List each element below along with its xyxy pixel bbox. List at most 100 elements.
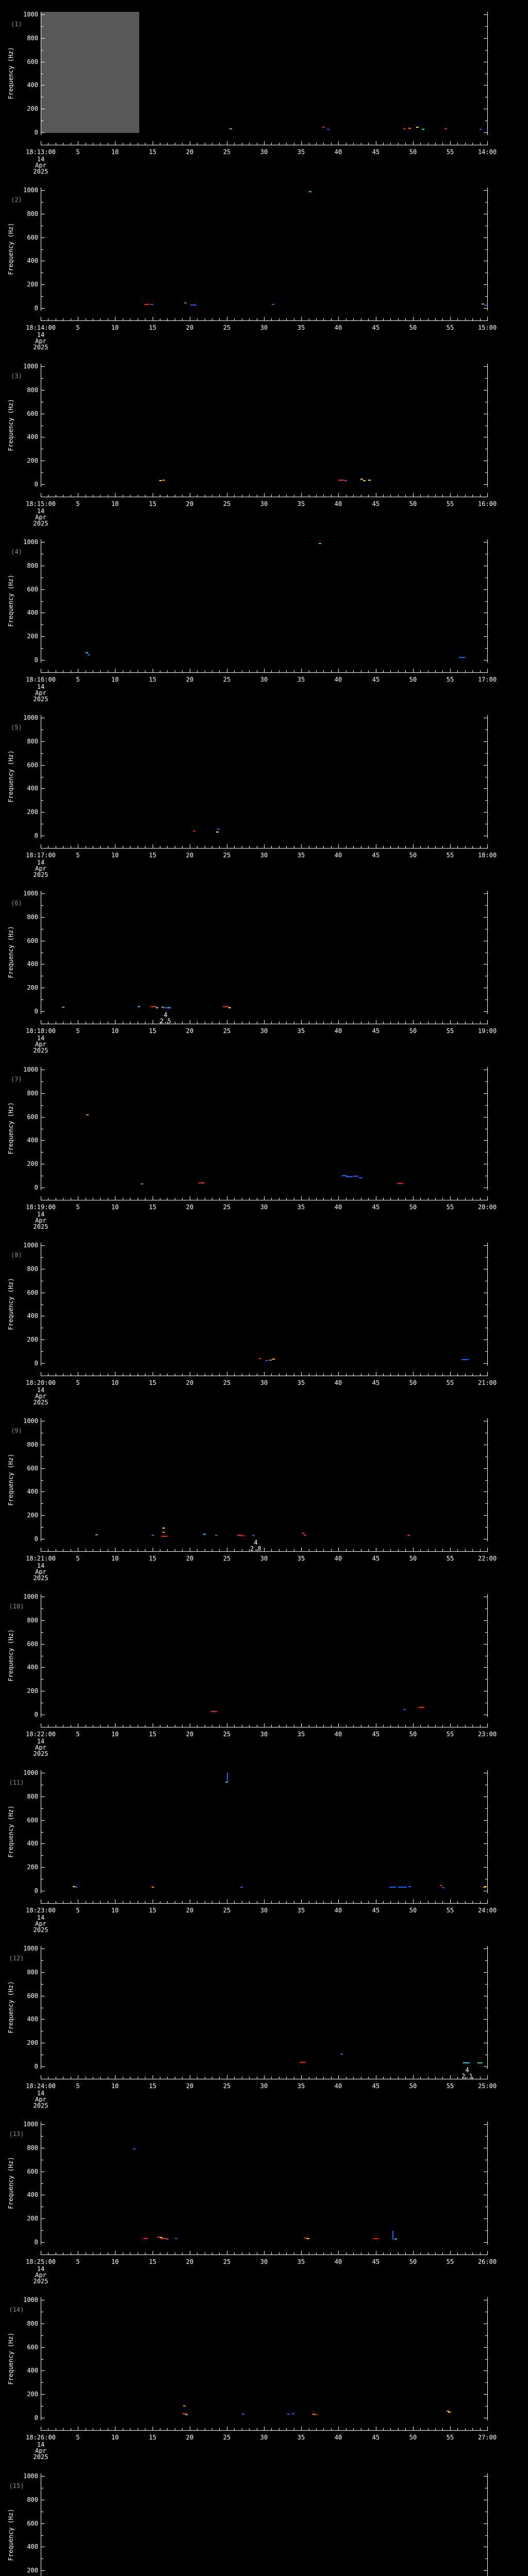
xtick-label: 25: [223, 1027, 231, 1035]
spectrogram-panel: (5) Frequency (Hz) 0 200 400 600 800 1000 5 10 15 2…: [0, 703, 528, 879]
ytick-right: [485, 1257, 487, 1258]
detection-speck: [160, 2237, 162, 2238]
ytick-right: [484, 1644, 487, 1645]
event-count-label: 4: [254, 1539, 258, 1546]
ytick-right: [485, 999, 487, 1000]
xtick: [442, 846, 443, 848]
xtick: [390, 846, 391, 848]
end-time-label: 15:00: [477, 324, 497, 331]
xtick: [338, 2427, 339, 2430]
ytick-label: 800: [27, 913, 38, 921]
ytick-left: [41, 1843, 45, 1844]
ytick-right: [485, 1679, 487, 1680]
ytick-label: 800: [27, 1617, 38, 1624]
ytick-right: [484, 2570, 487, 2571]
xtick: [316, 2428, 317, 2430]
freq-axis-title: Frequency (Hz): [7, 1278, 14, 1330]
xtick: [420, 1022, 421, 1024]
xtick: [271, 1549, 272, 1551]
xtick: [435, 1901, 436, 1903]
ytick-left: [41, 2124, 45, 2125]
end-time-label: 23:00: [477, 1731, 497, 1738]
xtick: [271, 1022, 272, 1024]
ytick-label: 1000: [23, 890, 38, 897]
detection-speck: [408, 1886, 411, 1887]
ytick-left: [41, 2394, 45, 2395]
right-spine: [487, 1594, 488, 1717]
xtick: [167, 846, 168, 848]
xtick: [115, 1020, 116, 1024]
xtick: [442, 2252, 443, 2255]
xtick: [435, 1022, 436, 1024]
ytick-right: [484, 2019, 487, 2020]
ytick-label: 400: [27, 1312, 38, 1319]
ytick-label: 200: [27, 1336, 38, 1343]
xtick: [383, 2077, 384, 2079]
ytick-label: 0: [34, 1887, 38, 1894]
ytick-left: [41, 1948, 45, 1949]
right-spine: [487, 1946, 488, 2069]
xtick: [219, 495, 220, 497]
ytick-right: [484, 893, 487, 894]
detection-speck: [161, 2238, 168, 2239]
start-time-label: 18:19:00: [26, 1204, 56, 1211]
xtick: [413, 1372, 414, 1376]
xtick-label: 30: [260, 1204, 268, 1211]
xtick: [316, 2077, 317, 2079]
ytick-label: 800: [27, 2320, 38, 2327]
detection-speck: [162, 1007, 169, 1008]
xtick-label: 35: [297, 852, 305, 859]
xtick: [405, 1374, 406, 1376]
panel-index-label: (5): [11, 724, 22, 731]
xtick: [115, 1723, 116, 1727]
date-label: 2025: [33, 1926, 48, 1934]
xtick: [368, 2428, 369, 2430]
xtick: [331, 1901, 332, 1903]
xtick: [234, 1901, 235, 1903]
xtick: [368, 846, 369, 848]
xtick: [234, 670, 235, 672]
xtick: [368, 495, 369, 497]
end-time-label: 22:00: [477, 1555, 497, 1562]
xtick-label: 20: [186, 500, 194, 507]
xtick: [167, 1725, 168, 1727]
xtick: [219, 143, 220, 145]
detection-speck: [141, 1183, 143, 1184]
xtick-label: 25: [223, 1555, 231, 1562]
ytick-label: 600: [27, 1113, 38, 1121]
ytick-label: 0: [34, 1184, 38, 1191]
xtick: [323, 1374, 324, 1376]
detection-speck: [307, 2238, 309, 2239]
xtick-label: 40: [334, 1204, 342, 1211]
xtick: [182, 1549, 183, 1551]
xtick: [249, 1549, 250, 1551]
ytick-right: [484, 788, 487, 789]
start-time-label: 18:14:00: [26, 324, 56, 331]
ytick-left: [41, 2570, 45, 2571]
xtick: [457, 670, 458, 672]
xtick: [331, 846, 332, 848]
xtick: [398, 1374, 399, 1376]
xtick: [249, 495, 250, 497]
ytick-right: [485, 1960, 487, 1961]
nodata-gray-block: [41, 12, 139, 133]
xtick-label: 30: [260, 2082, 268, 2090]
xtick: [472, 2077, 473, 2079]
ytick-left: [41, 2230, 43, 2231]
ytick-left: [41, 917, 45, 918]
detection-speck: [211, 1711, 217, 1712]
ytick-right: [485, 1808, 487, 1809]
xtick: [338, 844, 339, 848]
xtick: [480, 1198, 481, 1200]
ytick-label: 600: [27, 761, 38, 769]
detection-speck: [182, 2413, 187, 2414]
end-time-label: 25:00: [477, 2082, 497, 2090]
xtick-label: 5: [76, 324, 80, 331]
xtick: [331, 1022, 332, 1024]
detection-speck: [175, 2238, 177, 2239]
xtick-label: 35: [297, 1907, 305, 1914]
detection-speck: [151, 304, 153, 305]
xtick: [368, 1549, 369, 1551]
date-label: 2025: [33, 2102, 48, 2109]
xtick-label: 15: [148, 1204, 157, 1211]
